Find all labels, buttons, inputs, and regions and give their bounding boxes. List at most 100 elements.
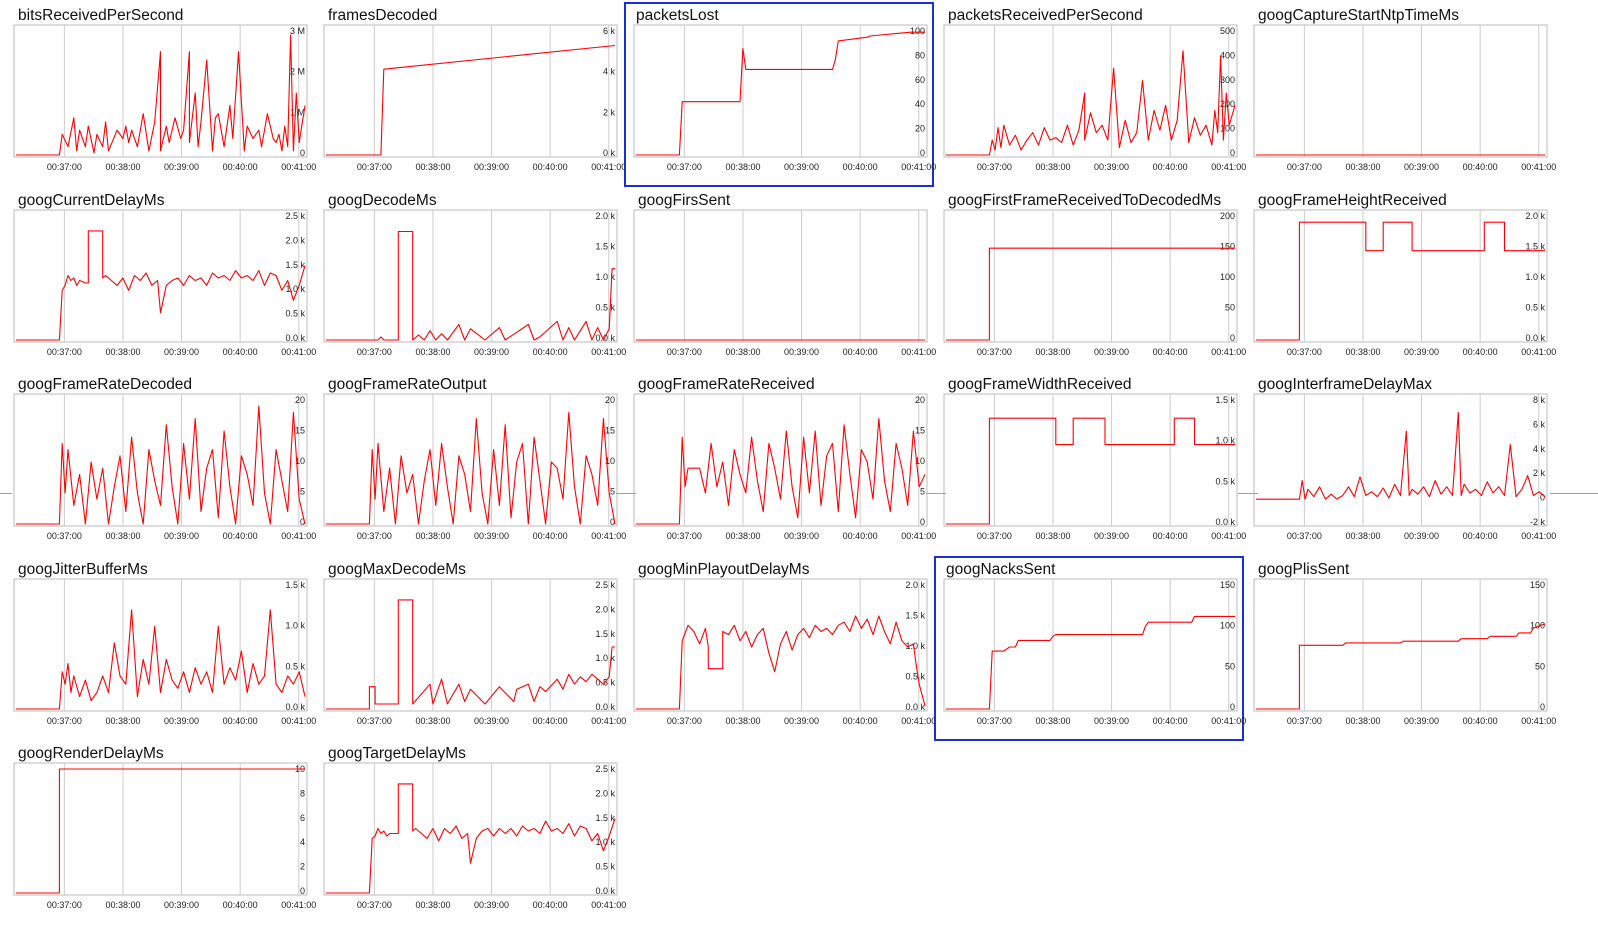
y-tick-label: 0.0 k	[595, 702, 615, 712]
x-tick-label: 00:39:00	[784, 531, 819, 541]
x-tick-label: 00:37:00	[977, 347, 1012, 357]
graph-panel-googFrameRateOutput[interactable]: googFrameRateOutput 00:37:00 00:38:00 00:39…	[314, 371, 626, 556]
series-line	[16, 405, 306, 525]
graph-plot: 00:37:00 00:38:00 00:39:00 00:40:00 00:41:00…	[633, 24, 936, 172]
x-tick-label: 00:41:00	[281, 531, 316, 541]
y-tick-label: 1.0 k	[285, 284, 305, 294]
graph-panel-googMaxDecodeMs[interactable]: googMaxDecodeMs 00:37:00 00:38:00 00:39:00 0…	[314, 556, 626, 741]
plot-frame	[323, 209, 618, 342]
series-line	[326, 44, 616, 156]
y-tick-label: 100	[1530, 620, 1545, 630]
graph-panel-googDecodeMs[interactable]: googDecodeMs 00:37:00 00:38:00 00:39:00 00:4…	[314, 187, 626, 372]
x-tick-label: 00:38:00	[1035, 162, 1070, 172]
x-tick-label: 00:41:00	[591, 531, 626, 541]
y-tick-label: 6 k	[1533, 419, 1546, 429]
x-tick-label: 00:38:00	[725, 347, 760, 357]
x-tick-label: 00:40:00	[1153, 531, 1188, 541]
series-line	[326, 598, 615, 710]
y-tick-label: 2 k	[1533, 468, 1546, 478]
graph-panel-bitsReceivedPerSecond[interactable]: bitsReceivedPerSecond 00:37:00 00:38:00 00:…	[4, 2, 316, 187]
y-tick-label: 0.5 k	[1215, 476, 1235, 486]
x-tick-label: 00:39:00	[164, 531, 199, 541]
y-tick-label: 0.5 k	[285, 308, 305, 318]
series-line	[16, 768, 305, 894]
x-tick-label: 00:39:00	[474, 347, 509, 357]
cursor-marker	[926, 493, 946, 494]
y-tick-label: 1.0 k	[905, 641, 925, 651]
y-tick-label: 150	[1220, 241, 1235, 251]
series-line	[1256, 622, 1546, 710]
x-tick-label: 00:37:00	[1287, 716, 1322, 726]
y-tick-label: 0	[1540, 493, 1545, 503]
x-tick-label: 00:39:00	[1404, 716, 1439, 726]
x-tick-label: 00:41:00	[591, 162, 626, 172]
y-tick-label: 0.0 k	[905, 702, 925, 712]
graph-panel-googCaptureStartNtpTimeMs[interactable]: googCaptureStartNtpTimeMs 00:37:00 00:38:0…	[1244, 2, 1556, 187]
y-tick-label: 50	[1225, 661, 1235, 671]
graph-panel-googFrameHeightReceived[interactable]: googFrameHeightReceived 00:37:00 00:38:00 0…	[1244, 187, 1556, 372]
graph-title: googCaptureStartNtpTimeMs	[1258, 7, 1460, 24]
y-tick-label: 15	[295, 426, 305, 436]
x-tick-label: 00:37:00	[667, 347, 702, 357]
y-tick-label: 15	[605, 426, 615, 436]
y-tick-label: 10	[295, 456, 305, 466]
x-tick-label: 00:38:00	[105, 347, 140, 357]
x-tick-label: 00:37:00	[357, 900, 392, 910]
graph-plot: 00:37:00 00:38:00 00:39:00 00:40:00 00:41:00…	[13, 24, 316, 172]
graph-plot: 00:37:00 00:38:00 00:39:00 00:40:00 00:41:00…	[323, 393, 626, 541]
y-tick-label: 100	[1220, 272, 1235, 282]
y-tick-label: 6	[300, 813, 305, 823]
x-tick-label: 00:41:00	[901, 162, 936, 172]
x-tick-label: 00:40:00	[843, 531, 878, 541]
cursor-marker	[616, 493, 636, 494]
graph-panel-googCurrentDelayMs[interactable]: googCurrentDelayMs 00:37:00 00:38:00 00:39:…	[4, 187, 316, 372]
x-tick-label: 00:39:00	[474, 716, 509, 726]
graph-plot: 00:37:00 00:38:00 00:39:00 00:40:00 00:41:00…	[13, 209, 316, 357]
graph-title: packetsReceivedPerSecond	[948, 7, 1143, 24]
graph-title: googMinPlayoutDelayMs	[638, 560, 810, 578]
graph-panel-googTargetDelayMs[interactable]: googTargetDelayMs 00:37:00 00:38:00 00:39:0…	[314, 740, 626, 925]
y-tick-label: 10	[915, 456, 925, 466]
x-tick-label: 00:37:00	[357, 162, 392, 172]
plot-frame	[323, 578, 618, 711]
x-tick-label: 00:38:00	[1345, 531, 1380, 541]
y-tick-label: 0	[920, 517, 925, 527]
y-tick-label: 1.5 k	[1215, 395, 1235, 405]
graph-panel-packetsReceivedPerSecond[interactable]: packetsReceivedPerSecond 00:37:00 00:38:00…	[934, 2, 1246, 187]
y-tick-label: 100	[1220, 620, 1235, 630]
y-tick-label: 100	[1220, 124, 1235, 134]
graph-panel-packetsLost[interactable]: packetsLost 00:37:00 00:38:00 00:39:00 00:40…	[624, 2, 936, 187]
y-tick-label: 0	[300, 148, 305, 158]
y-tick-label: -2 k	[1530, 517, 1546, 527]
graph-panel-googFirsSent[interactable]: googFirsSent 00:37:00 00:38:00 00:39:00 00:4…	[624, 187, 936, 372]
plot-frame	[943, 209, 1238, 342]
x-tick-label: 00:40:00	[843, 347, 878, 357]
x-tick-label: 00:39:00	[474, 900, 509, 910]
graph-plot: 00:37:00 00:38:00 00:39:00 00:40:00 00:41:00…	[943, 209, 1246, 357]
y-tick-label: 0.5 k	[595, 677, 615, 687]
graph-panel-googInterframeDelayMax[interactable]: googInterframeDelayMax 00:37:00 00:38:00 00…	[1244, 371, 1556, 556]
graph-panel-googJitterBufferMs[interactable]: googJitterBufferMs 00:37:00 00:38:00 00:39:…	[4, 556, 316, 741]
y-tick-label: 1.0 k	[595, 272, 615, 282]
graph-panel-googNacksSent[interactable]: googNacksSent 00:37:00 00:38:00 00:39:00 00:…	[934, 555, 1246, 741]
graph-panel-googPlisSent[interactable]: googPlisSent 00:37:00 00:38:00 00:39:00 00:4…	[1244, 556, 1556, 741]
y-tick-label: 20	[915, 124, 925, 134]
x-tick-label: 00:40:00	[1463, 347, 1498, 357]
x-tick-label: 00:37:00	[977, 531, 1012, 541]
graph-panel-googFrameRateDecoded[interactable]: googFrameRateDecoded 00:37:00 00:38:00 00:3…	[4, 371, 316, 556]
graph-panel-framesDecoded[interactable]: framesDecoded 00:37:00 00:38:00 00:39:00 00:…	[314, 2, 626, 187]
graph-plot: 00:37:00 00:38:00 00:39:00 00:40:00 00:41:00…	[1253, 578, 1556, 726]
x-tick-label: 00:38:00	[1345, 347, 1380, 357]
x-tick-label: 00:38:00	[725, 716, 760, 726]
x-tick-label: 00:39:00	[1094, 162, 1129, 172]
graph-panel-googRenderDelayMs[interactable]: googRenderDelayMs 00:37:00 00:38:00 00:39:0…	[4, 740, 316, 925]
x-tick-label: 00:40:00	[1463, 531, 1498, 541]
y-tick-label: 20	[915, 395, 925, 405]
graph-panel-googFrameWidthReceived[interactable]: googFrameWidthReceived 00:37:00 00:38:00 00…	[934, 371, 1246, 556]
y-tick-label: 20	[295, 395, 305, 405]
graph-panel-googMinPlayoutDelayMs[interactable]: googMinPlayoutDelayMs 00:37:00 00:38:00 00:…	[624, 556, 936, 741]
x-tick-label: 00:39:00	[474, 162, 509, 172]
graph-title: googFrameRateOutput	[328, 376, 487, 393]
graph-panel-googFirstFrameReceivedToDecodedMs[interactable]: googFirstFrameReceivedToDecodedMs 00:37:0…	[934, 187, 1246, 372]
graph-panel-googFrameRateReceived[interactable]: googFrameRateReceived 00:37:00 00:38:00 00:…	[624, 371, 936, 556]
